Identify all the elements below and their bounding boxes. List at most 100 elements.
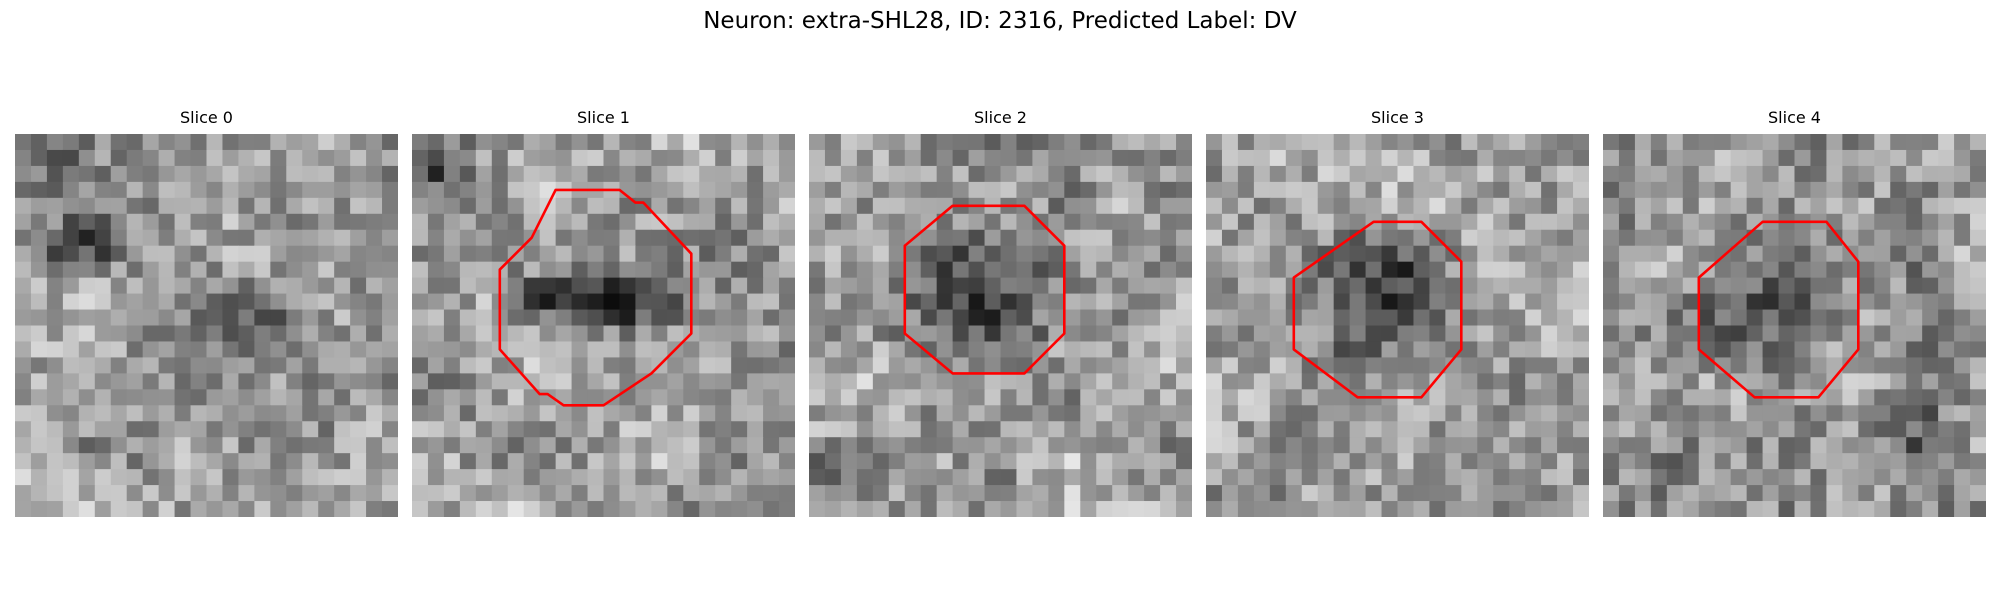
pixel: [190, 357, 208, 374]
pixel: [1573, 197, 1589, 215]
pixel: [46, 501, 64, 517]
pixel: [715, 501, 732, 517]
pixel: [1285, 469, 1303, 486]
pixel: [254, 501, 271, 517]
pixel: [731, 261, 748, 279]
pixel: [238, 277, 255, 295]
pixel: [1509, 325, 1526, 343]
pixel: [334, 421, 351, 438]
pixel: [1666, 373, 1684, 390]
pixel: [1048, 501, 1065, 517]
pixel: [715, 245, 732, 263]
pixel: [1160, 309, 1177, 327]
pixel: [1080, 309, 1097, 327]
pixel: [1048, 373, 1065, 390]
pixel: [715, 261, 732, 279]
pixel: [382, 469, 398, 486]
pixel: [1826, 245, 1843, 263]
pixel: [1317, 181, 1335, 199]
pixel: [888, 501, 906, 517]
pixel: [952, 165, 970, 183]
pixel: [731, 197, 748, 215]
pixel: [779, 405, 795, 422]
pixel: [1541, 325, 1558, 343]
pixel: [1144, 245, 1161, 263]
pixel: [1493, 261, 1510, 279]
pixel: [1349, 134, 1367, 151]
pixel: [142, 485, 160, 502]
pixel: [318, 325, 335, 343]
pixel: [238, 405, 255, 422]
pixel: [427, 453, 445, 470]
pixel: [779, 277, 795, 295]
pixel: [443, 197, 461, 215]
pixel: [1096, 341, 1113, 359]
pixel: [412, 421, 429, 438]
pixel: [1698, 197, 1716, 215]
pixel: [334, 229, 351, 247]
pixel: [1461, 277, 1478, 295]
pixel: [334, 293, 351, 311]
pixel: [731, 293, 748, 311]
pixel: [1714, 389, 1732, 406]
pixel: [888, 389, 906, 406]
pixel: [15, 165, 32, 183]
pixel: [222, 469, 240, 486]
pixel: [1206, 437, 1223, 454]
pixel: [1874, 149, 1891, 167]
pixel: [158, 197, 176, 215]
pixel: [1970, 325, 1986, 343]
pixel: [699, 485, 716, 502]
pixel: [382, 293, 398, 311]
pixel: [174, 261, 192, 279]
pixel: [1206, 149, 1223, 167]
pixel: [1096, 421, 1113, 438]
pixel: [46, 341, 64, 359]
pixel: [412, 341, 429, 359]
pixel: [1938, 485, 1955, 502]
pixel: [1112, 485, 1129, 502]
pixel: [571, 501, 589, 517]
pixel: [699, 389, 716, 406]
pixel: [1714, 501, 1732, 517]
pixel: [523, 293, 541, 311]
pixel: [571, 245, 589, 263]
pixel: [1922, 485, 1939, 502]
pixel: [1573, 469, 1589, 486]
pixel: [190, 181, 208, 199]
pixel: [1858, 149, 1875, 167]
pixel: [779, 469, 795, 486]
pixel: [731, 501, 748, 517]
pixel: [571, 325, 589, 343]
pixel: [1970, 245, 1986, 263]
pixel: [809, 373, 826, 390]
pixel: [318, 501, 335, 517]
pixel: [1461, 181, 1478, 199]
pixel: [1682, 165, 1700, 183]
pixel: [126, 134, 144, 151]
pixel: [984, 245, 1002, 263]
pixel: [1778, 325, 1796, 343]
pixel: [1285, 181, 1303, 199]
pixel: [635, 165, 652, 183]
pixel: [382, 261, 398, 279]
pixel: [1461, 453, 1478, 470]
pixel: [1381, 149, 1399, 167]
pixel: [1858, 485, 1875, 502]
pixel: [936, 325, 954, 343]
pixel: [1762, 325, 1780, 343]
pixel: [1842, 373, 1859, 390]
pixel: [1557, 309, 1574, 327]
pixel: [1269, 373, 1287, 390]
pixel: [1954, 277, 1971, 295]
pixel: [1333, 213, 1351, 231]
pixel: [1922, 165, 1939, 183]
pixel: [94, 453, 112, 470]
pixel: [635, 325, 652, 343]
pixel: [1906, 165, 1923, 183]
pixel: [475, 437, 493, 454]
pixel: [126, 165, 144, 183]
pixel: [1000, 325, 1018, 343]
pixel: [1938, 421, 1955, 438]
pixel: [763, 389, 780, 406]
